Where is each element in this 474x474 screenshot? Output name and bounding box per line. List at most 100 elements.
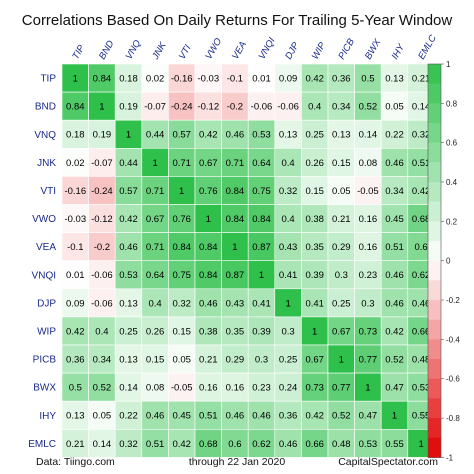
heatmap-cell-djp-vea	[221, 288, 249, 318]
heatmap-cell-tip-tip	[61, 63, 89, 93]
cell-value-label: 0.53	[119, 270, 138, 281]
heatmap-cell-vti-vti	[168, 176, 196, 205]
cell-value-label: 0.35	[305, 242, 324, 253]
cell-value-label: 0.13	[66, 411, 85, 422]
cell-value-label: 0.16	[199, 383, 218, 394]
heatmap-cell-vnq-djp	[274, 119, 302, 149]
heatmap-cell-bwx-bnd	[88, 372, 116, 402]
cell-value-label: 0.53	[412, 383, 431, 394]
colorbar-segment	[428, 83, 441, 104]
cell-value-label: 0.32	[412, 130, 431, 141]
cell-value-label: 0.22	[385, 130, 404, 141]
heatmap-cell-vea-vea	[221, 232, 249, 262]
cell-value-label: 1	[232, 242, 237, 253]
cell-value-label: 1	[259, 270, 264, 281]
cell-value-label: 0.36	[332, 73, 351, 84]
cell-value-label: 0.16	[359, 242, 378, 253]
heatmap-cell-vti-wip	[301, 176, 329, 205]
row-label-djp: DJP	[37, 298, 56, 309]
cell-value-label: -0.06	[277, 102, 299, 113]
heatmap-cell-ihy-wip	[301, 400, 329, 430]
heatmap-cell-jnk-ihy	[380, 148, 409, 177]
cell-value-label: 0.26	[305, 158, 324, 169]
cell-value-label: 0.42	[199, 130, 218, 141]
cell-value-label: 1	[285, 298, 290, 309]
heatmap-cell-tip-vwo	[194, 63, 222, 93]
heatmap-cell-vnqi-djp	[274, 260, 302, 290]
heatmap-cell-vwo-bwx	[354, 204, 382, 233]
heatmap-cell-vti-ihy	[380, 176, 409, 205]
cell-value-label: 0.53	[252, 130, 271, 141]
cell-value-label: -0.06	[91, 298, 113, 309]
cell-value-label: -0.1	[67, 242, 83, 253]
colorbar-segment	[428, 123, 441, 144]
heatmap-cell-vnq-tip	[61, 119, 89, 149]
cell-value-label: 0.76	[199, 186, 218, 197]
cell-value-label: 0.46	[226, 411, 245, 422]
heatmap-cell-vea-bwx	[354, 232, 382, 262]
heatmap-cell-vea-ihy	[380, 232, 409, 262]
cell-value-label: 0.36	[279, 411, 298, 422]
heatmap-cell-ihy-ihy	[380, 400, 409, 430]
cell-value-label: 0.29	[226, 354, 245, 365]
heatmap-cell-tip-bnd	[88, 63, 116, 93]
heatmap-cell-vwo-vnqi	[247, 204, 276, 233]
cell-value-label: 0.45	[172, 411, 191, 422]
heatmap-cell-vti-vnq	[114, 176, 143, 205]
heatmap-cell-wip-vnq	[114, 316, 143, 346]
cell-value-label: 0.51	[146, 439, 165, 450]
heatmap-cell-ihy-picb	[327, 400, 355, 430]
heatmap-cell-wip-ihy	[380, 316, 409, 346]
heatmap-cell-bnd-ihy	[380, 91, 409, 121]
cell-value-label: 0.18	[66, 130, 85, 141]
heatmap-cell-wip-vti	[168, 316, 196, 346]
cell-value-label: 0.44	[146, 130, 165, 141]
cell-value-label: 0.77	[332, 383, 351, 394]
cell-value-label: 0.21	[332, 214, 351, 225]
cell-value-label: 0.71	[226, 158, 245, 169]
cell-value-label: -0.2	[94, 242, 110, 253]
cell-value-label: 0.51	[385, 242, 404, 253]
cell-value-label: 0.08	[359, 158, 378, 169]
column-label-vwo: VWO	[203, 36, 224, 62]
cell-value-label: 0.15	[332, 158, 351, 169]
heatmap-cell-vnq-vnqi	[247, 119, 276, 149]
heatmap-cell-ihy-vnqi	[247, 400, 276, 430]
heatmap-cell-vnqi-tip	[61, 260, 89, 290]
heatmap-cell-jnk-vea	[221, 148, 249, 177]
cell-value-label: 0.39	[305, 270, 324, 281]
cell-value-label: 0.48	[332, 439, 351, 450]
heatmap-cell-vnqi-bnd	[88, 260, 116, 290]
cell-value-label: 1	[152, 158, 157, 169]
cell-value-label: 0.68	[199, 439, 218, 450]
colorbar-segment	[428, 103, 441, 124]
heatmap-cell-vti-picb	[327, 176, 355, 205]
cell-value-label: 0.46	[146, 411, 165, 422]
heatmap-cell-vea-tip	[61, 232, 89, 262]
heatmap-cell-emlc-bwx	[354, 428, 382, 458]
cell-value-label: 0.21	[66, 439, 85, 450]
heatmap-cell-emlc-vwo	[194, 428, 222, 458]
cell-value-label: 0.52	[359, 102, 378, 113]
column-label-vti: VTI	[177, 43, 194, 62]
cell-value-label: 0.43	[226, 298, 245, 309]
cell-value-label: 0.55	[385, 439, 404, 450]
heatmap-cell-djp-wip	[301, 288, 329, 318]
colorbar-tick-label: 0.4	[446, 178, 458, 187]
cell-value-label: 0.46	[412, 298, 431, 309]
column-label-tip: TIP	[70, 43, 87, 62]
heatmap-cell-tip-vnqi	[247, 63, 276, 93]
cell-value-label: 0.15	[305, 186, 324, 197]
cell-value-label: -0.07	[144, 102, 166, 113]
heatmap-cell-emlc-djp	[274, 428, 302, 458]
colorbar-tick-label: 0.2	[446, 217, 458, 226]
heatmap-cell-vwo-vnq	[114, 204, 143, 233]
cell-value-label: 0.16	[359, 214, 378, 225]
cell-value-label: 0.84	[199, 270, 218, 281]
colorbar-segment	[428, 378, 441, 399]
column-label-djp: DJP	[283, 40, 302, 62]
cell-value-label: 0.23	[252, 383, 271, 394]
cell-value-label: 0.46	[385, 298, 404, 309]
cell-value-label: 0.67	[332, 326, 351, 337]
heatmap-cell-bwx-bwx	[354, 372, 382, 402]
